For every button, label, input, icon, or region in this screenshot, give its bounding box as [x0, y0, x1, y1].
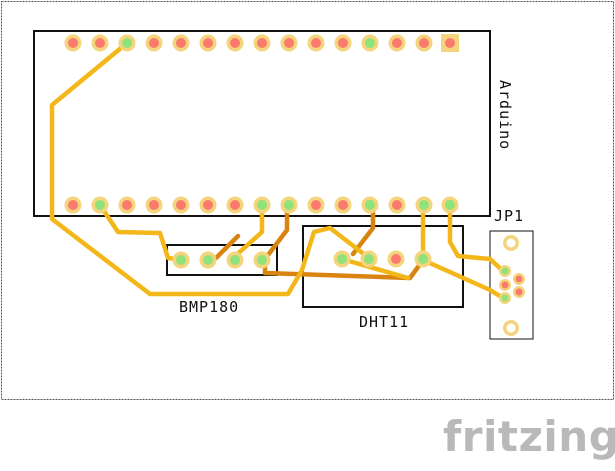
pad: [499, 279, 511, 291]
pad: [389, 197, 406, 214]
pad-square: [441, 34, 459, 52]
pad-connected: [415, 251, 432, 268]
bmp180-label: BMP180: [179, 298, 239, 316]
mounting-hole: [503, 320, 519, 336]
pad: [416, 35, 433, 52]
pad-connected: [499, 292, 511, 304]
pad-connected: [362, 35, 379, 52]
pad: [281, 35, 298, 52]
pad: [254, 35, 271, 52]
dht11-label: DHT11: [359, 313, 409, 331]
mounting-hole: [503, 235, 519, 251]
fritzing-logo: fritzing: [443, 416, 615, 458]
pad-connected: [362, 197, 379, 214]
pad: [200, 35, 217, 52]
pad: [513, 273, 525, 285]
pad-connected: [173, 252, 190, 269]
arduino-top-header: [65, 34, 460, 52]
pad-connected: [227, 252, 244, 269]
pad: [335, 197, 352, 214]
pad: [65, 35, 82, 52]
pad-connected: [281, 197, 298, 214]
jp1-label: JP1: [494, 207, 524, 225]
pad: [146, 197, 163, 214]
pad: [389, 35, 406, 52]
pad-connected: [499, 265, 511, 277]
pad-connected: [254, 197, 271, 214]
pad: [173, 197, 190, 214]
pad: [227, 197, 244, 214]
pad: [173, 35, 190, 52]
pad: [308, 197, 325, 214]
pad: [65, 197, 82, 214]
pad: [227, 35, 244, 52]
pad: [388, 251, 405, 268]
pad: [513, 286, 525, 298]
arduino-label: Arduino: [496, 80, 514, 150]
pad-connected: [416, 197, 433, 214]
pad: [335, 35, 352, 52]
pad-connected: [334, 251, 351, 268]
pad-connected: [119, 35, 136, 52]
pad-connected: [200, 252, 217, 269]
pad-connected: [361, 251, 378, 268]
pad-connected: [92, 197, 109, 214]
pad: [308, 35, 325, 52]
pad-connected: [442, 197, 459, 214]
pad: [92, 35, 109, 52]
arduino-bottom-header: [65, 197, 459, 214]
pad: [146, 35, 163, 52]
pad-connected: [254, 252, 271, 269]
pad: [119, 197, 136, 214]
pad: [200, 197, 217, 214]
